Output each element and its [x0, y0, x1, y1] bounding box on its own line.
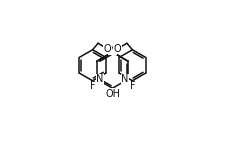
- Text: F: F: [130, 81, 135, 91]
- Text: N: N: [96, 74, 104, 84]
- Text: F: F: [90, 81, 95, 91]
- Text: N: N: [122, 74, 129, 84]
- Text: O: O: [114, 44, 122, 54]
- Text: N: N: [109, 44, 116, 54]
- Text: OH: OH: [105, 89, 120, 99]
- Text: O: O: [104, 44, 111, 54]
